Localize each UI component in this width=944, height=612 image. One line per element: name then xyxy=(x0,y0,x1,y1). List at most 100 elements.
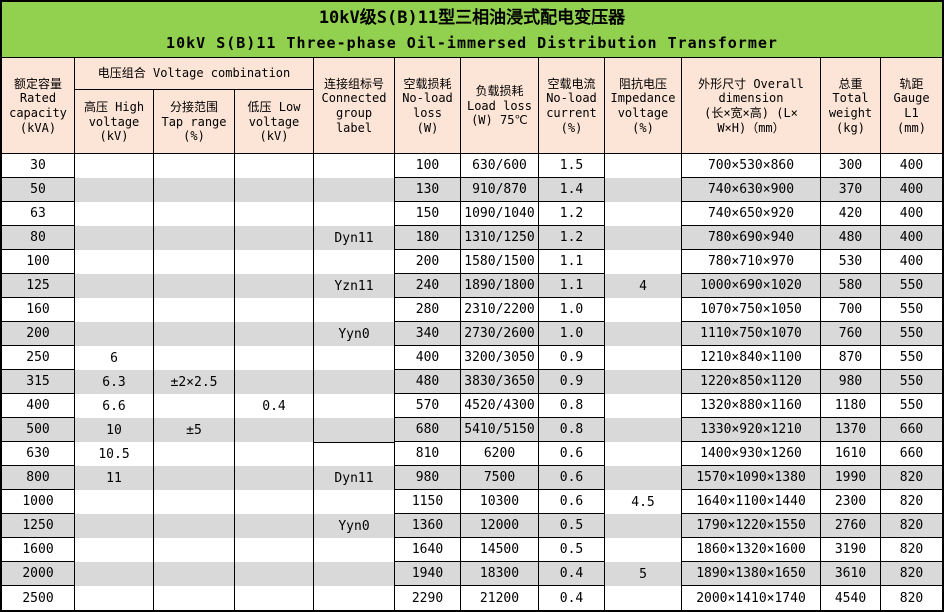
header-no-load-loss: 空载损耗 No-load loss (W) xyxy=(395,58,461,154)
header-connected-group: 连接组标号 Connected group label xyxy=(314,58,395,154)
table-cell xyxy=(75,562,154,586)
table-cell: Dyn11 xyxy=(314,466,395,490)
table-cell xyxy=(154,250,235,274)
table-cell: 550 xyxy=(881,346,942,370)
table-cell: 2730/2600 xyxy=(461,322,539,346)
table-cell xyxy=(235,274,314,298)
table-cell xyxy=(154,346,235,370)
table-cell: 400 xyxy=(881,202,942,226)
table-row: 315 6.3 ±2×2.5 480 3830/3650 0.9 1220×850×1120… xyxy=(2,370,942,394)
table-cell xyxy=(314,442,395,466)
table-cell: 820 xyxy=(881,514,942,538)
table-cell xyxy=(75,298,154,322)
table-cell: 1000×690×1020 xyxy=(682,274,821,298)
table-cell xyxy=(154,154,235,178)
table-cell: 1370 xyxy=(821,418,881,442)
table-cell: 1150 xyxy=(395,490,461,514)
table-cell: 630/600 xyxy=(461,154,539,178)
table-cell: 80 xyxy=(2,226,75,250)
table-cell xyxy=(605,298,682,322)
table-cell: 200 xyxy=(395,250,461,274)
table-cell xyxy=(605,394,682,418)
table-cell: 1250 xyxy=(2,514,75,538)
header-load-loss: 负载损耗 Load loss (W) 75℃ xyxy=(461,58,539,154)
table-cell: 1330×920×1210 xyxy=(682,418,821,442)
table-cell xyxy=(235,322,314,346)
table-cell: 63 xyxy=(2,202,75,226)
table-cell xyxy=(605,442,682,466)
table-cell xyxy=(605,178,682,202)
table-cell: 11 xyxy=(75,466,154,490)
table-row: 2000 1940 18300 0.4 5 1890×1380×1650 3610 820 xyxy=(2,562,942,586)
table-cell: 6 xyxy=(75,346,154,370)
table-cell: 400 xyxy=(881,154,942,178)
table-cell xyxy=(154,514,235,538)
table-cell: 550 xyxy=(881,370,942,394)
table-row: 125 Yzn11 240 1890/1800 1.1 4 1000×690×1020 580… xyxy=(2,274,942,298)
table-cell: 1580/1500 xyxy=(461,250,539,274)
table-cell: 820 xyxy=(881,538,942,562)
table-cell: 0.4 xyxy=(539,562,605,586)
table-cell: 7500 xyxy=(461,466,539,490)
table-cell xyxy=(75,586,154,610)
table-cell xyxy=(235,370,314,394)
table-row: 1250 Yyn0 1360 12000 0.5 1790×1220×1550 2760 82… xyxy=(2,514,942,538)
table-cell xyxy=(605,154,682,178)
table-cell xyxy=(605,466,682,490)
table-cell xyxy=(154,322,235,346)
table-cell: 240 xyxy=(395,274,461,298)
table-cell xyxy=(314,538,395,562)
table-cell: 14500 xyxy=(461,538,539,562)
table-cell xyxy=(235,490,314,514)
table-cell: 180 xyxy=(395,226,461,250)
table-cell: 1310/1250 xyxy=(461,226,539,250)
table-cell: 100 xyxy=(395,154,461,178)
table-cell: 315 xyxy=(2,370,75,394)
table-cell: 1.0 xyxy=(539,322,605,346)
table-cell xyxy=(154,178,235,202)
table-cell xyxy=(154,226,235,250)
table-cell: 1000 xyxy=(2,490,75,514)
table-cell: 280 xyxy=(395,298,461,322)
table-cell: 1210×840×1100 xyxy=(682,346,821,370)
table-row: 250 6 400 3200/3050 0.9 1210×840×1100 870 550 xyxy=(2,346,942,370)
table-cell: 820 xyxy=(899,590,924,606)
table-cell: 1.4 xyxy=(539,178,605,202)
table-cell: Yyn0 xyxy=(314,514,395,538)
header-gauge: 轨距 Gauge L1 (mm) xyxy=(893,76,930,135)
table-row: 63 150 1090/1040 1.2 740×650×920 420 400 xyxy=(2,202,942,226)
table-row: 1600 1640 14500 0.5 1860×1320×1600 3190 820 xyxy=(2,538,942,562)
table-cell xyxy=(154,274,235,298)
header-impedance-voltage: 阻抗电压 Impedance voltage (%) xyxy=(605,58,682,154)
table-cell: 4.5 xyxy=(605,490,682,514)
table-cell: 1.2 xyxy=(539,226,605,250)
table-cell: 0.8 xyxy=(539,394,605,418)
table-cell: 550 xyxy=(881,274,942,298)
table-cell: 660 xyxy=(881,418,942,442)
table-cell xyxy=(314,418,395,442)
table-cell: Yyn0 xyxy=(314,322,395,346)
table-cell: 1610 xyxy=(821,442,881,466)
table-row: 800 11 Dyn11 980 7500 0.6 1570×1090×1380 1990 82… xyxy=(2,466,942,490)
table-cell xyxy=(235,298,314,322)
table-cell xyxy=(154,586,235,610)
table-cell: 250 xyxy=(2,346,75,370)
table-cell: 125 xyxy=(2,274,75,298)
header-total-weight: 总重 Total weight (kg) xyxy=(821,58,881,154)
table-cell xyxy=(605,346,682,370)
table-cell: 400 xyxy=(881,178,942,202)
table-cell xyxy=(154,538,235,562)
header-tap-range: 分接范围 Tap range (%) xyxy=(154,90,235,154)
header-row: 额定容量 Rated capacity (kVA) 电压组合 Voltage c… xyxy=(2,58,942,154)
table-cell: 200 xyxy=(2,322,75,346)
table-cell: 980 xyxy=(395,466,461,490)
table-cell xyxy=(235,226,314,250)
table-cell: 0.5 xyxy=(539,538,605,562)
table-row: 160 280 2310/2200 1.0 1070×750×1050 700 550 xyxy=(2,298,942,322)
table-cell: 30 xyxy=(2,154,75,178)
table-cell xyxy=(314,490,395,514)
table-cell: 370 xyxy=(821,178,881,202)
table-cell: 400 xyxy=(395,346,461,370)
table-cell xyxy=(154,490,235,514)
table-cell: 420 xyxy=(821,202,881,226)
